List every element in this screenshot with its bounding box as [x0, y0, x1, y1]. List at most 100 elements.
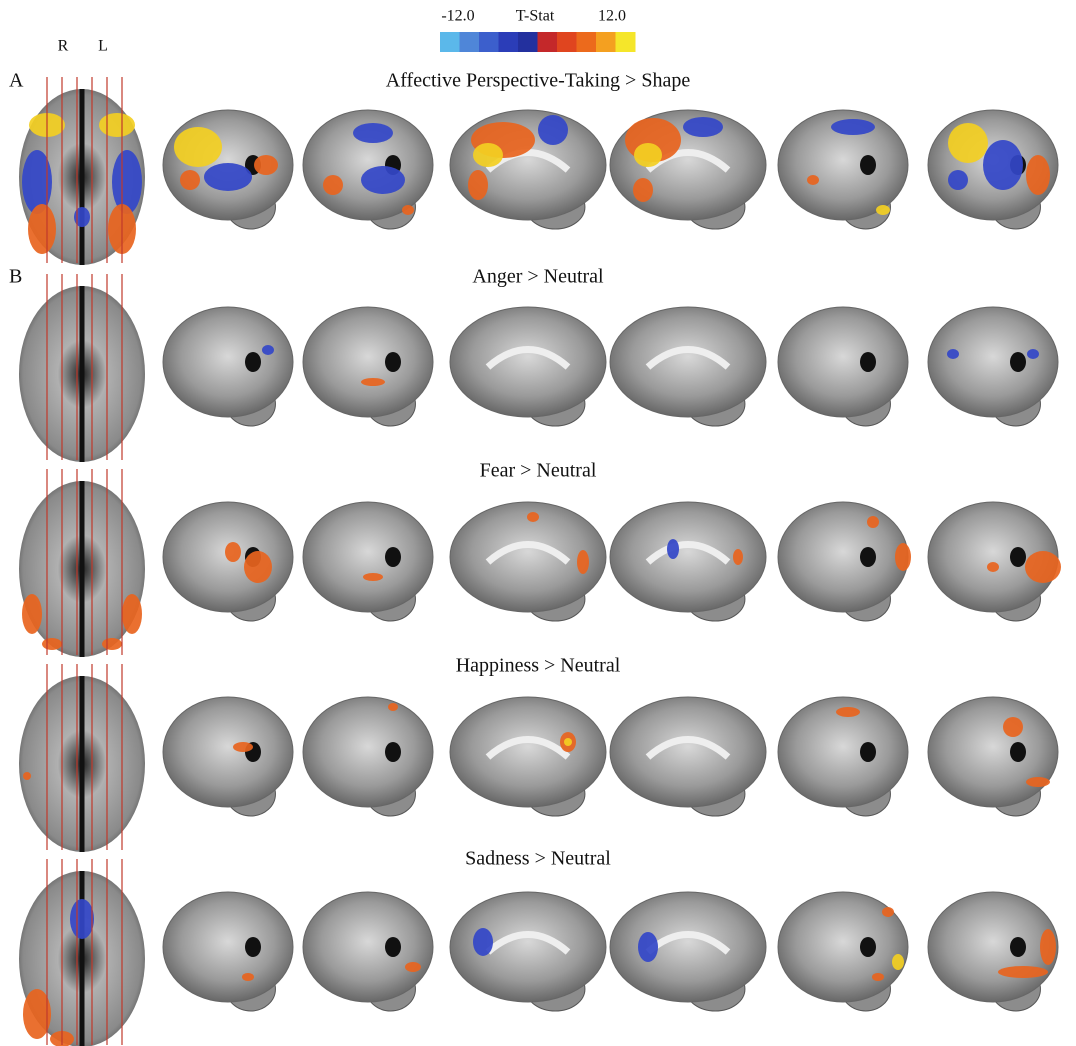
- row-title: Happiness > Neutral: [456, 655, 621, 677]
- activation: [1027, 349, 1039, 359]
- ventricle: [385, 352, 401, 372]
- activation: [564, 738, 572, 746]
- ventricle: [1010, 352, 1026, 372]
- activation: [405, 962, 421, 972]
- activation: [254, 155, 278, 175]
- activation: [180, 170, 200, 190]
- sagittal-brain: [449, 109, 607, 221]
- colorbar-swatch: [459, 32, 480, 52]
- ventricle: [385, 937, 401, 957]
- activation: [948, 170, 968, 190]
- colorbar-swatch: [518, 32, 538, 52]
- activation: [70, 899, 94, 939]
- row-title: Affective Perspective-Taking > Shape: [386, 70, 691, 92]
- activation: [112, 150, 142, 214]
- ventricle: [860, 547, 876, 567]
- corpus-callosum: [485, 931, 571, 955]
- activation: [831, 119, 875, 135]
- activation: [987, 562, 999, 572]
- colorbar-swatch: [440, 32, 460, 52]
- activation: [468, 170, 488, 200]
- sagittal-brain: [162, 306, 294, 418]
- activation: [577, 550, 589, 574]
- panel-label: B: [9, 266, 22, 288]
- activation: [895, 543, 911, 571]
- row: B Anger > Neutral: [9, 266, 1059, 462]
- activation: [667, 539, 679, 559]
- activation: [242, 973, 254, 981]
- panel-label: A: [9, 70, 24, 92]
- ventricle: [385, 547, 401, 567]
- activation: [1040, 929, 1056, 965]
- corpus-callosum: [645, 346, 731, 370]
- activation: [23, 772, 31, 780]
- colorbar-swatch: [557, 32, 577, 52]
- sagittal-brain: [609, 306, 767, 418]
- sagittal-brain: [609, 891, 767, 1003]
- corpus-callosum: [645, 541, 731, 565]
- activation: [947, 349, 959, 359]
- activation: [122, 594, 142, 634]
- colorbar-title: T-Stat: [516, 8, 555, 25]
- sagittal-brain: [302, 306, 434, 418]
- colorbar-swatch: [615, 32, 636, 52]
- sagittal-brain: [302, 891, 434, 1003]
- activation: [1026, 777, 1050, 787]
- colorbar-min: -12.0: [441, 8, 474, 25]
- activation: [876, 205, 890, 215]
- activation: [1003, 717, 1023, 737]
- sagittal-brain: [302, 501, 434, 613]
- activation: [882, 907, 894, 917]
- activation: [402, 205, 414, 215]
- activation: [244, 551, 272, 583]
- activation: [538, 115, 568, 145]
- sagittal-brain: [449, 891, 607, 1003]
- activation: [998, 966, 1048, 978]
- ventricle: [860, 937, 876, 957]
- corpus-callosum: [485, 541, 571, 565]
- activation: [633, 178, 653, 202]
- orientation-right: R: [58, 38, 69, 55]
- ventricle: [1010, 742, 1026, 762]
- sagittal-brain: [449, 696, 607, 808]
- activation: [867, 516, 879, 528]
- sagittal-brain: [927, 696, 1059, 808]
- activation: [527, 512, 539, 522]
- ventricle: [1010, 547, 1026, 567]
- activation: [22, 594, 42, 634]
- sagittal-brain: [609, 696, 767, 808]
- corpus-callosum: [485, 736, 571, 760]
- activation: [23, 989, 51, 1039]
- activation: [99, 113, 135, 137]
- activation: [323, 175, 343, 195]
- activation: [807, 175, 819, 185]
- colorbar-swatch: [479, 32, 499, 52]
- sagittal-brain: [162, 696, 294, 808]
- colorbar: [440, 32, 636, 52]
- sagittal-brain: [927, 501, 1059, 613]
- activation: [1025, 551, 1061, 583]
- row-title: Sadness > Neutral: [465, 848, 611, 870]
- sagittal-brain: [777, 306, 909, 418]
- activation: [892, 954, 904, 970]
- row: Happiness > Neutral: [19, 655, 1059, 852]
- colorbar-swatch: [576, 32, 597, 52]
- sagittal-brain: [927, 891, 1059, 1003]
- row: Sadness > Neutral: [19, 848, 1059, 1046]
- activation: [42, 638, 62, 650]
- sagittal-brain: [449, 501, 607, 613]
- activation: [683, 117, 723, 137]
- rows: A Affective Perspective-Taking > Shape B An…: [9, 70, 1061, 1046]
- ventricle: [245, 937, 261, 957]
- activation: [233, 742, 253, 752]
- colorbar-max: 12.0: [598, 8, 626, 25]
- corpus-callosum: [645, 736, 731, 760]
- sagittal-brain: [449, 306, 607, 418]
- activation: [204, 163, 252, 191]
- activation: [948, 123, 988, 163]
- row-title: Fear > Neutral: [480, 460, 597, 482]
- colorbar-swatch: [498, 32, 519, 52]
- ventricle: [1010, 937, 1026, 957]
- row: Fear > Neutral: [19, 460, 1061, 657]
- row: A Affective Perspective-Taking > Shape: [9, 70, 1059, 265]
